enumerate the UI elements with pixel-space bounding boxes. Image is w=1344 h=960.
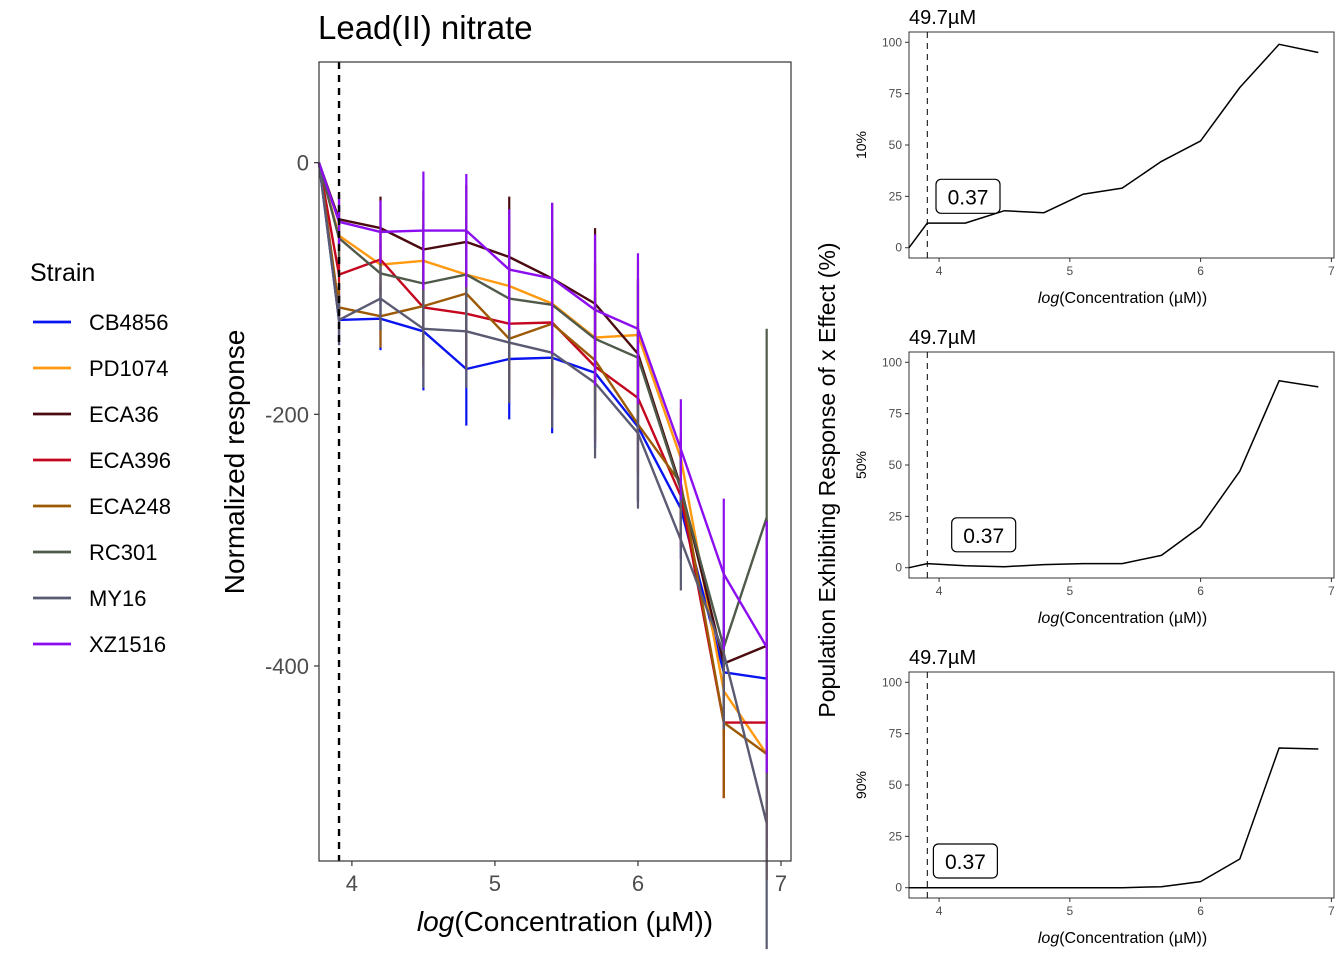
legend-label-eca36: ECA36 bbox=[89, 402, 159, 427]
panel-y-tick-label: 100 bbox=[882, 355, 902, 369]
series-line-my16 bbox=[317, 162, 768, 824]
series-line-xz1516 bbox=[317, 162, 768, 648]
x-tick-label: 6 bbox=[632, 871, 644, 896]
legend-label-cb4856: CB4856 bbox=[89, 310, 169, 335]
panel-y-tick-label: 0 bbox=[895, 561, 902, 575]
panel-y-tick-label: 50 bbox=[889, 778, 903, 792]
panel-x-tick-label: 7 bbox=[1328, 904, 1335, 918]
annotation-box bbox=[951, 517, 1017, 553]
panel-y-tick-label: 50 bbox=[889, 458, 903, 472]
legend-title: Strain bbox=[30, 259, 95, 287]
panel-y-tick-label: 0 bbox=[895, 241, 902, 255]
panel-y-tick-label: 50 bbox=[889, 138, 903, 152]
main-x-axis-label: log(Concentration (µM)) bbox=[417, 906, 713, 937]
x-axis-label-rest: (Concentration (µM)) bbox=[454, 906, 713, 937]
panel-y-tick-label: 100 bbox=[882, 675, 902, 689]
panel-frame bbox=[908, 31, 1335, 259]
panel-x-tick-label: 5 bbox=[1067, 904, 1074, 918]
panel-90-percent: 49.7µM 0.37 4 5 6 7 0 25 50 75 100 log(Concentratio… bbox=[853, 647, 1335, 947]
series-line-rc301 bbox=[317, 162, 768, 649]
panel-x-axis-label: log(Concentration (µM)) bbox=[1038, 930, 1207, 947]
main-chart-title: Lead(II) nitrate bbox=[318, 9, 533, 46]
panel-y-tick-label: 25 bbox=[889, 189, 903, 203]
panel-y-tick-label: 0 bbox=[895, 881, 902, 895]
panel-x-tick-label: 6 bbox=[1197, 904, 1204, 918]
x-axis-label-log: log bbox=[417, 906, 455, 937]
panel-x-tick-label: 5 bbox=[1067, 584, 1074, 598]
annotation-box bbox=[935, 178, 1001, 214]
panel-x-axis-label-log: log bbox=[1038, 930, 1059, 947]
annotation-label: 0.37 bbox=[963, 525, 1004, 548]
x-tick-label: 4 bbox=[346, 871, 358, 896]
panel-y-tick-label: 75 bbox=[889, 87, 903, 101]
panel-x-tick-label: 6 bbox=[1197, 584, 1204, 598]
panel-y-axis-label: 10% bbox=[853, 131, 869, 159]
panel-x-tick-label: 4 bbox=[936, 584, 943, 598]
main-plot-frame bbox=[318, 61, 792, 862]
series-line-eca248 bbox=[317, 162, 768, 755]
panel-x-tick-label: 4 bbox=[936, 904, 943, 918]
panel-y-tick-label: 25 bbox=[889, 829, 903, 843]
panel-title: 49.7µM bbox=[909, 647, 976, 669]
panel-x-axis-label: log(Concentration (µM)) bbox=[1038, 610, 1207, 627]
main-chart: Lead(II) nitrate 4 5 6 7 0 -200 -400 log(Concent… bbox=[219, 9, 792, 950]
y-tick-label: -400 bbox=[265, 654, 309, 679]
panel-title: 49.7µM bbox=[909, 7, 976, 29]
panel-y-tick-label: 100 bbox=[882, 35, 902, 49]
panel-x-tick-label: 7 bbox=[1328, 264, 1335, 278]
panel-x-tick-label: 5 bbox=[1067, 264, 1074, 278]
x-tick-label: 7 bbox=[775, 871, 787, 896]
panel-line bbox=[908, 43, 1319, 249]
series-line-cb4856 bbox=[317, 162, 767, 680]
legend-label-xz1516: XZ1516 bbox=[89, 632, 166, 657]
panel-x-tick-label: 6 bbox=[1197, 264, 1204, 278]
panel-y-axis-label: 90% bbox=[853, 771, 869, 799]
panel-10-percent: 49.7µM 0.37 4 5 6 7 0 25 50 75 100 log(Concentratio… bbox=[853, 7, 1335, 307]
series-line-eca396 bbox=[317, 162, 767, 724]
annotation-box bbox=[932, 843, 998, 879]
legend-label-eca248: ECA248 bbox=[89, 494, 171, 519]
panel-y-axis-label: 50% bbox=[853, 451, 869, 479]
annotation-label: 0.37 bbox=[945, 851, 986, 874]
panel-title: 49.7µM bbox=[909, 327, 976, 349]
panel-x-axis-label-log: log bbox=[1038, 290, 1059, 307]
panel-y-tick-label: 75 bbox=[889, 727, 903, 741]
series-line-pd1074 bbox=[317, 162, 768, 755]
panel-y-tick-label: 25 bbox=[889, 509, 903, 523]
x-tick-label: 5 bbox=[489, 871, 501, 896]
panel-x-tick-label: 4 bbox=[936, 264, 943, 278]
right-shared-y-axis-label: Population Exhibiting Response of x Effe… bbox=[814, 242, 840, 717]
panel-line bbox=[909, 747, 1319, 889]
legend-label-rc301: RC301 bbox=[89, 540, 157, 565]
panel-x-axis-label-rest: (Concentration (µM)) bbox=[1059, 930, 1207, 947]
panel-x-axis-label: log(Concentration (µM)) bbox=[1038, 290, 1207, 307]
panel-x-axis-label-rest: (Concentration (µM)) bbox=[1059, 290, 1207, 307]
y-tick-label: 0 bbox=[297, 151, 309, 176]
panel-x-axis-label-log: log bbox=[1038, 610, 1059, 627]
panel-line bbox=[908, 380, 1319, 569]
panel-50-percent: 49.7µM 0.37 4 5 6 7 0 25 50 75 100 log(Concentratio… bbox=[853, 327, 1335, 627]
panel-x-axis-label-rest: (Concentration (µM)) bbox=[1059, 610, 1207, 627]
legend: Strain CB4856 PD1074 ECA36 ECA396 ECA248 RC30… bbox=[30, 259, 171, 657]
panel-x-tick-label: 7 bbox=[1328, 584, 1335, 598]
main-y-axis-label: Normalized response bbox=[219, 330, 250, 595]
y-tick-label: -200 bbox=[265, 402, 309, 427]
legend-label-pd1074: PD1074 bbox=[89, 356, 169, 381]
annotation-label: 0.37 bbox=[948, 186, 989, 209]
legend-label-my16: MY16 bbox=[89, 586, 146, 611]
legend-label-eca396: ECA396 bbox=[89, 448, 171, 473]
panel-y-tick-label: 75 bbox=[889, 407, 903, 421]
